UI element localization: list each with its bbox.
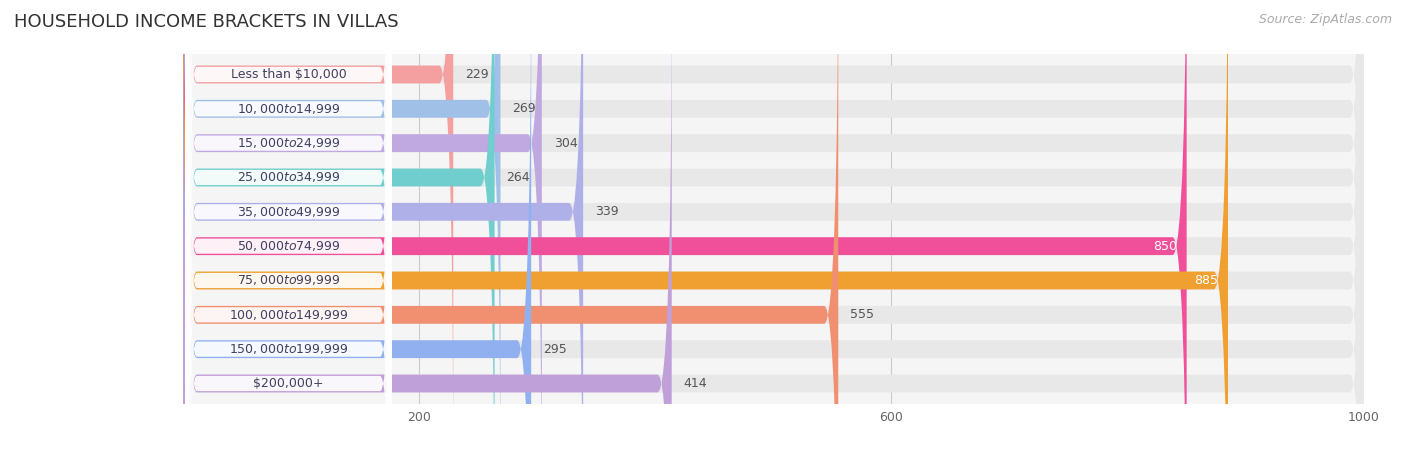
Text: 885: 885 xyxy=(1195,274,1219,287)
Text: 269: 269 xyxy=(512,102,536,115)
Text: 339: 339 xyxy=(595,205,619,218)
FancyBboxPatch shape xyxy=(183,0,501,449)
FancyBboxPatch shape xyxy=(183,0,1364,449)
FancyBboxPatch shape xyxy=(186,0,392,449)
Text: $150,000 to $199,999: $150,000 to $199,999 xyxy=(229,342,349,356)
FancyBboxPatch shape xyxy=(186,0,392,410)
Text: $15,000 to $24,999: $15,000 to $24,999 xyxy=(236,136,340,150)
FancyBboxPatch shape xyxy=(183,0,495,449)
Text: 414: 414 xyxy=(683,377,707,390)
Text: $50,000 to $74,999: $50,000 to $74,999 xyxy=(236,239,340,253)
Text: 264: 264 xyxy=(506,171,530,184)
FancyBboxPatch shape xyxy=(183,0,1364,449)
Text: $200,000+: $200,000+ xyxy=(253,377,323,390)
Text: $10,000 to $14,999: $10,000 to $14,999 xyxy=(236,102,340,116)
Text: $100,000 to $149,999: $100,000 to $149,999 xyxy=(229,308,349,322)
FancyBboxPatch shape xyxy=(183,0,1364,449)
Text: 850: 850 xyxy=(1153,240,1177,253)
FancyBboxPatch shape xyxy=(183,0,1364,449)
FancyBboxPatch shape xyxy=(186,0,392,445)
Text: 295: 295 xyxy=(543,343,567,356)
FancyBboxPatch shape xyxy=(183,0,1364,449)
FancyBboxPatch shape xyxy=(186,0,392,449)
FancyBboxPatch shape xyxy=(183,0,1364,449)
FancyBboxPatch shape xyxy=(183,0,541,449)
FancyBboxPatch shape xyxy=(183,0,583,449)
FancyBboxPatch shape xyxy=(186,13,392,449)
FancyBboxPatch shape xyxy=(183,0,1364,449)
FancyBboxPatch shape xyxy=(183,0,672,449)
Text: $35,000 to $49,999: $35,000 to $49,999 xyxy=(236,205,340,219)
FancyBboxPatch shape xyxy=(186,0,392,449)
Text: HOUSEHOLD INCOME BRACKETS IN VILLAS: HOUSEHOLD INCOME BRACKETS IN VILLAS xyxy=(14,13,399,31)
Text: Source: ZipAtlas.com: Source: ZipAtlas.com xyxy=(1258,13,1392,26)
Text: 555: 555 xyxy=(851,308,875,321)
FancyBboxPatch shape xyxy=(183,0,1364,449)
FancyBboxPatch shape xyxy=(183,0,1364,449)
Text: 304: 304 xyxy=(554,136,578,150)
FancyBboxPatch shape xyxy=(186,48,392,449)
FancyBboxPatch shape xyxy=(186,0,392,449)
Text: Less than $10,000: Less than $10,000 xyxy=(231,68,346,81)
Text: 229: 229 xyxy=(465,68,489,81)
FancyBboxPatch shape xyxy=(183,0,1227,449)
FancyBboxPatch shape xyxy=(183,0,1187,449)
Text: $25,000 to $34,999: $25,000 to $34,999 xyxy=(236,171,340,185)
FancyBboxPatch shape xyxy=(186,0,392,449)
Text: $75,000 to $99,999: $75,000 to $99,999 xyxy=(236,273,340,287)
FancyBboxPatch shape xyxy=(186,0,392,449)
FancyBboxPatch shape xyxy=(183,0,531,449)
FancyBboxPatch shape xyxy=(183,0,1364,449)
FancyBboxPatch shape xyxy=(183,0,453,449)
FancyBboxPatch shape xyxy=(183,0,838,449)
